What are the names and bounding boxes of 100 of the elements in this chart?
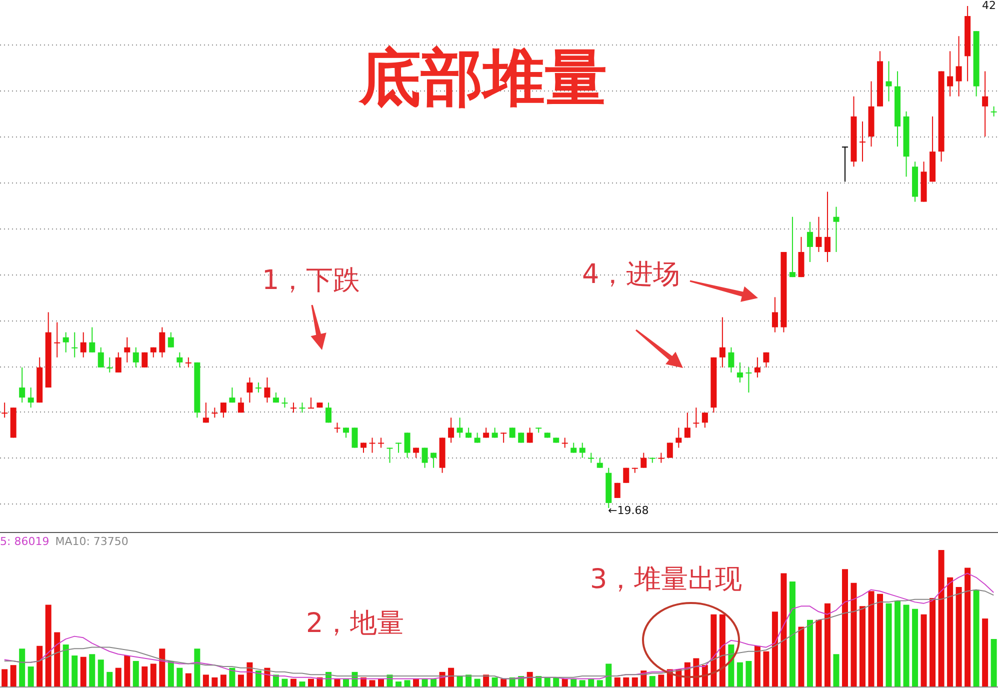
candlestick: [658, 452, 664, 464]
candlestick: [264, 376, 270, 404]
candlestick: [886, 60, 892, 102]
candlestick: [360, 442, 367, 454]
bar: [806, 620, 813, 687]
bar: [255, 670, 262, 687]
annotation: 1，下跌: [262, 265, 360, 296]
text: 5: 86019: [0, 535, 50, 548]
annotation: 2，地量: [306, 608, 404, 639]
bar: [168, 660, 174, 687]
candlestick: [98, 346, 104, 368]
candlestick: [956, 36, 962, 97]
candlestick: [308, 397, 314, 409]
bar: [396, 682, 402, 687]
candlestick: [562, 437, 568, 448]
candlestick: [422, 447, 428, 468]
bar: [780, 573, 787, 687]
candlestick: [282, 397, 288, 408]
bar: [202, 674, 209, 687]
bar: [964, 568, 971, 687]
candlestick: [352, 427, 358, 448]
bar: [474, 678, 480, 687]
candlestick: [990, 106, 997, 117]
candlestick: [746, 366, 752, 394]
bar: [10, 665, 16, 687]
candlestick: [124, 336, 130, 363]
annotation: ←19.68: [608, 504, 649, 518]
candlestick: [763, 352, 770, 368]
annotation: 4，进场: [582, 259, 680, 290]
candlestick: [596, 457, 603, 468]
bar: [115, 668, 122, 687]
bar: [132, 660, 139, 687]
bar: [369, 680, 376, 687]
candlestick: [176, 352, 183, 368]
candlestick: [246, 376, 253, 404]
candlestick: [378, 437, 384, 448]
bar: [754, 646, 760, 687]
bar: [124, 655, 130, 687]
candlestick: [202, 402, 209, 424]
candlestick: [106, 356, 113, 373]
bar: [816, 620, 822, 687]
bar: [710, 614, 717, 687]
candlestick: [28, 387, 34, 408]
bar: [159, 648, 166, 687]
candlestick: [806, 221, 813, 263]
candlestick: [168, 332, 174, 348]
bar: [142, 666, 148, 687]
bar: [860, 606, 866, 687]
bar: [772, 612, 778, 687]
candlestick: [334, 422, 340, 434]
bar: [456, 676, 463, 687]
candlestick: [693, 407, 700, 428]
bar: [956, 586, 962, 687]
bar: [850, 582, 857, 687]
candlestick: [54, 322, 60, 358]
bar: [614, 677, 620, 687]
bar: [938, 550, 944, 687]
candlestick: [719, 316, 726, 368]
bar: [106, 672, 113, 687]
bar: [229, 668, 236, 687]
bar: [632, 677, 638, 687]
candlestick: [754, 356, 760, 378]
bar: [649, 676, 656, 687]
candlestick: [72, 332, 78, 358]
bar: [973, 590, 980, 687]
bar: [894, 600, 901, 687]
bar: [308, 678, 314, 687]
bar: [746, 660, 752, 687]
bar: [448, 668, 454, 687]
candlestick: [325, 402, 332, 424]
bar: [579, 680, 586, 687]
candlestick: [229, 387, 236, 404]
bar: [80, 656, 86, 687]
bar: [728, 644, 734, 687]
bar: [98, 660, 104, 687]
candlestick: [570, 442, 577, 454]
candlestick: [982, 70, 988, 138]
bar: [45, 604, 52, 687]
bar: [868, 591, 874, 687]
candlestick: [369, 437, 376, 454]
bar: [176, 668, 183, 687]
bar: [282, 678, 288, 687]
candlestick: [80, 332, 86, 358]
bar: [990, 639, 997, 687]
candlestick: [456, 417, 463, 438]
bar: [54, 632, 60, 687]
candlestick: [676, 427, 682, 448]
bar: [404, 680, 410, 687]
bar: [920, 614, 927, 687]
candlestick: [860, 120, 866, 162]
bar: [19, 648, 26, 687]
candlestick: [640, 452, 647, 468]
candlestick: [816, 216, 822, 252]
candlestick: [772, 296, 778, 333]
bar: [212, 677, 218, 687]
candlestick: [2, 402, 8, 418]
candlestick: [500, 432, 507, 444]
bar: [736, 662, 743, 687]
bar: [824, 603, 830, 687]
text: 底部堆量: [358, 40, 608, 116]
